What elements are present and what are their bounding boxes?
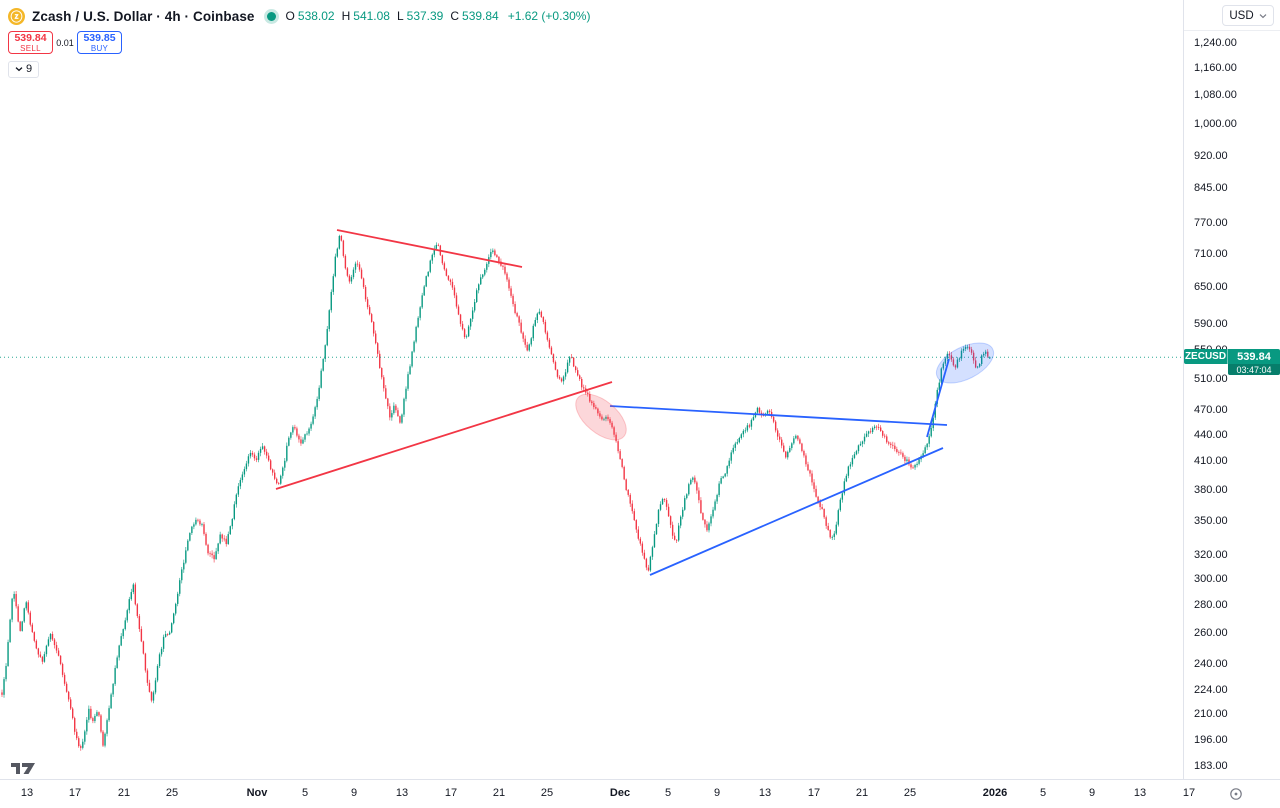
price-tick: 300.00 [1194, 573, 1228, 586]
tradingview-logo[interactable] [11, 760, 37, 776]
scroll-to-realtime-icon[interactable] [1228, 786, 1244, 802]
price-axis[interactable]: USD 1,240.00 1,160.00 1,080.00 1,000.00 920.… [1183, 0, 1280, 779]
currency-label: USD [1229, 9, 1254, 22]
close-value: 539.84 [462, 9, 499, 23]
high-label: H [341, 9, 351, 23]
time-tick: 9 [713, 787, 721, 799]
zcash-icon: ⓩ [8, 7, 25, 25]
open-label: O [285, 9, 295, 23]
time-tick: 9 [1088, 787, 1096, 799]
time-tick: 17 [68, 787, 82, 799]
time-tick: 25 [903, 787, 917, 799]
bar-countdown: 03:47:04 [1228, 364, 1280, 376]
open-value: 538.02 [297, 9, 335, 23]
price-tick: 1,240.00 [1194, 37, 1237, 49]
price-tick: 1,080.00 [1194, 89, 1237, 102]
price-tick: 920.00 [1194, 149, 1228, 162]
time-axis[interactable]: 13 17 21 25 Nov 5 9 13 17 21 25 Dec 5 9 13 17 21 25 2026 5 9… [0, 779, 1280, 808]
price-label-symbol: ZECUSD [1184, 349, 1228, 365]
time-tick: 13 [1133, 787, 1147, 799]
price-tick: 1,160.00 [1194, 62, 1237, 75]
chevron-down-icon [1259, 13, 1267, 18]
low-label: L [396, 9, 404, 23]
price-tick: 650.00 [1194, 281, 1228, 294]
close-label: C [450, 9, 460, 23]
time-tick: 21 [117, 787, 131, 799]
spread-value: 0.01 [56, 37, 74, 48]
time-tick: 13 [758, 787, 772, 799]
buy-button[interactable]: 539.85 BUY [77, 31, 122, 54]
time-tick: Dec [609, 787, 631, 799]
price-tick: 196.00 [1194, 734, 1228, 747]
time-tick: 17 [807, 787, 821, 799]
price-tick: 1,000.00 [1194, 118, 1237, 131]
collapse-indicators-button[interactable]: 9 [8, 60, 40, 78]
time-tick: 5 [664, 787, 672, 799]
price-tick: 440.00 [1194, 428, 1228, 441]
price-tick: 410.00 [1194, 455, 1228, 468]
time-tick: Nov [246, 787, 268, 799]
change-value: +1.62 (+0.30%) [507, 9, 591, 23]
price-label-value: 539.84 [1228, 349, 1280, 365]
price-tick: 590.00 [1194, 317, 1228, 330]
time-tick: 25 [165, 787, 179, 799]
last-price-label: ZECUSD 539.84 03:47:04 [1184, 349, 1280, 376]
candlestick-chart [0, 229, 1183, 751]
price-tick: 260.00 [1194, 627, 1228, 640]
time-tick: 21 [855, 787, 869, 799]
chart-legend: ⓩ Zcash / U.S. Dollar · 4h · Coinbase O … [8, 6, 590, 78]
low-value: 537.39 [406, 9, 444, 23]
buy-price: 539.85 [83, 31, 116, 44]
high-value: 541.08 [353, 9, 390, 23]
price-tick: 183.00 [1194, 760, 1228, 772]
time-tick: 17 [1182, 787, 1196, 799]
price-tick: 470.00 [1194, 403, 1228, 416]
indicators-count: 9 [26, 63, 33, 75]
sell-button[interactable]: 539.84 SELL [8, 31, 53, 54]
sell-price: 539.84 [14, 31, 47, 44]
indicators-row: 9 [8, 60, 590, 78]
time-tick: 21 [492, 787, 506, 799]
price-tick: 240.00 [1194, 657, 1228, 670]
currency-selector[interactable]: USD [1222, 5, 1274, 26]
price-tick: 845.00 [1194, 181, 1228, 194]
price-tick: 510.00 [1194, 372, 1228, 385]
time-tick: 5 [1039, 787, 1047, 799]
market-status-dot [266, 11, 276, 21]
time-tick: 9 [350, 787, 358, 799]
buy-label: BUY [90, 43, 109, 53]
time-tick: 5 [301, 787, 309, 799]
trade-buttons: 539.84 SELL 0.01 539.85 BUY [8, 31, 590, 54]
ohlc-values: O 538.02 H 541.08 L 537.39 C 539.84 +1.6… [286, 9, 591, 23]
price-tick: 380.00 [1194, 483, 1228, 496]
price-tick: 770.00 [1194, 217, 1228, 230]
price-tick: 320.00 [1194, 548, 1228, 561]
time-tick: 17 [444, 787, 458, 799]
price-tick: 350.00 [1194, 514, 1228, 527]
sell-label: SELL [20, 43, 41, 53]
axis-divider [1184, 30, 1280, 31]
time-tick: 25 [540, 787, 554, 799]
price-tick: 224.00 [1194, 683, 1228, 696]
symbol-title[interactable]: Zcash / U.S. Dollar · 4h · Coinbase [32, 8, 255, 24]
time-tick: 2026 [982, 787, 1008, 799]
symbol-row: ⓩ Zcash / U.S. Dollar · 4h · Coinbase O … [8, 6, 590, 26]
time-tick: 13 [395, 787, 409, 799]
chevron-down-icon [15, 67, 23, 72]
price-tick: 710.00 [1194, 247, 1228, 260]
price-tick: 280.00 [1194, 599, 1228, 612]
price-tick: 210.00 [1194, 707, 1228, 720]
time-tick: 13 [20, 787, 34, 799]
chart-pane[interactable]: ⓩ Zcash / U.S. Dollar · 4h · Coinbase O … [0, 0, 1183, 779]
